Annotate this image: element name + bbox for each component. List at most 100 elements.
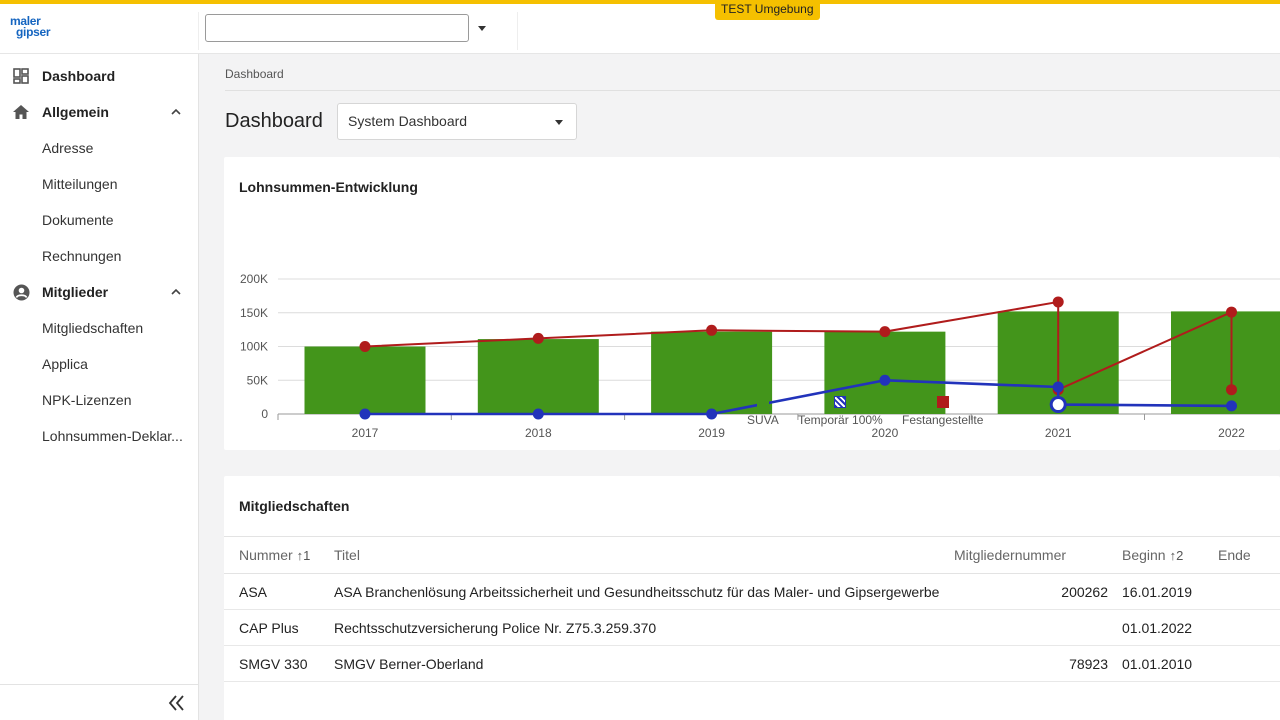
header-divider (198, 12, 199, 50)
sidebar-item-npk-lizenzen[interactable]: NPK-Lizenzen (0, 382, 199, 418)
legend-item-festangestellte[interactable]: Festangestellte (902, 396, 983, 427)
cell-nummer: ASA (224, 573, 334, 610)
table-row[interactable]: CAP Plus Rechtsschutzversicherung Police… (224, 609, 1280, 646)
sidebar-item-rechnungen[interactable]: Rechnungen (0, 238, 199, 274)
sidebar-item-label: Mitteilungen (42, 176, 118, 192)
sidebar-item-label: Lohnsummen-Deklar... (42, 428, 183, 444)
point-temporaer-highlight (1049, 396, 1067, 414)
context-select[interactable] (205, 14, 469, 42)
sidebar-item-mitglieder[interactable]: Mitglieder (0, 274, 199, 310)
header-divider (517, 12, 518, 50)
y-tick-label: 200K (240, 272, 268, 286)
bar-suva-2019 (651, 331, 773, 414)
sidebar-item-mitgliedschaften[interactable]: Mitgliedschaften (0, 310, 199, 346)
sidebar-item-label: Dokumente (42, 212, 114, 228)
sidebar-item-allgemein[interactable]: Allgemein (0, 94, 199, 130)
chevron-up-icon[interactable] (170, 286, 182, 298)
column-header-mitgliedernummer[interactable]: Mitgliedernummer (954, 536, 1122, 574)
cell-ende (1218, 645, 1280, 682)
cell-beginn: 01.01.2010 (1122, 645, 1218, 682)
point-festangestellte-2020 (879, 326, 891, 338)
dashboard-select[interactable]: System Dashboard (337, 103, 577, 140)
lohnsummen-chart: 0 50K 100K 150K 200K 2017 2018 2019 2020 2021 2022 (240, 272, 1280, 440)
point-temporaer-2022 (1226, 400, 1237, 412)
column-header-beginn[interactable]: Beginn ↑2 (1122, 536, 1218, 574)
sidebar-item-label: Mitgliedschaften (42, 320, 144, 336)
sidebar-item-lohnsummen-deklaration[interactable]: Lohnsummen-Deklar... (0, 418, 199, 454)
sidebar-item-label: Allgemein (42, 104, 109, 120)
sidebar-item-dokumente[interactable]: Dokumente (0, 202, 199, 238)
bar-suva-2018 (477, 339, 599, 414)
memberships-title: Mitgliedschaften (239, 498, 350, 514)
point-temporaer-2021 (1052, 381, 1064, 393)
account-circle-icon (12, 283, 30, 301)
column-header-nummer[interactable]: Nummer ↑1 (224, 536, 334, 574)
table-header-row: Nummer ↑1 Titel Mitgliedernummer Beginn ↑2… (224, 536, 1280, 574)
column-header-titel[interactable]: Titel (334, 536, 954, 574)
chevron-up-icon[interactable] (170, 106, 182, 118)
table-row[interactable]: ASA ASA Branchenlösung Arbeitssicherheit… (224, 573, 1280, 610)
sidebar-item-adresse[interactable]: Adresse (0, 130, 199, 166)
legend-swatch (936, 396, 949, 408)
sort-asc-icon: ↑2 (1169, 548, 1184, 563)
x-tick-label: 2022 (1218, 426, 1245, 440)
legend-swatch (756, 396, 769, 408)
point-festangestellte-2017 (359, 341, 371, 352)
sidebar-item-label: Applica (42, 356, 88, 372)
cell-ende (1218, 573, 1280, 610)
bar-suva-2022 (1171, 311, 1280, 414)
top-accent-bar (0, 0, 1280, 4)
cell-nummer: CAP Plus (224, 609, 334, 646)
y-tick-label: 150K (240, 306, 268, 320)
environment-badge: TEST Umgebung (715, 0, 820, 20)
sort-asc-icon: ↑1 (296, 548, 311, 563)
chart-card: Lohnsummen-Entwicklung 0 50K 100K 150K 200K 2… (224, 157, 1280, 450)
bar-suva-2017 (304, 346, 426, 414)
y-tick-label: 50K (247, 373, 268, 387)
logo-line1: maler (10, 14, 41, 28)
cell-beginn: 01.01.2022 (1122, 609, 1218, 646)
column-header-ende[interactable]: Ende (1218, 536, 1280, 574)
point-temporaer-2017 (359, 408, 371, 420)
sidebar-item-label: Rechnungen (42, 248, 122, 264)
page-title: Dashboard (225, 110, 323, 132)
legend-label: SUVA (747, 413, 779, 427)
memberships-table: Nummer ↑1 Titel Mitgliedernummer Beginn ↑2… (224, 536, 1280, 682)
table-row[interactable]: SMGV 330 SMGV Berner-Oberland 78923 01.0… (224, 645, 1280, 682)
legend-item-suva[interactable]: SUVA (747, 396, 779, 427)
x-tick-label: 2019 (698, 426, 725, 440)
sidebar-item-label: Dashboard (42, 68, 116, 84)
caret-down-icon (555, 120, 563, 125)
legend-item-temporaer[interactable]: Temporär 100% (798, 396, 883, 427)
cell-nummer: SMGV 330 (224, 645, 334, 682)
sidebar-item-mitteilungen[interactable]: Mitteilungen (0, 166, 199, 202)
point-festangestellte-2019 (706, 324, 718, 336)
x-tick-label: 2017 (352, 426, 379, 440)
line-festangestellte (364, 300, 1233, 391)
main-content: Dashboard Dashboard System Dashboard Loh… (199, 54, 1280, 720)
point-festangestellte-2018 (532, 332, 544, 344)
cell-titel: Rechtsschutzversicherung Police Nr. Z75.… (334, 609, 954, 646)
sidebar-item-label: Adresse (42, 140, 94, 156)
logo-line2: gipser (16, 25, 51, 39)
sidebar-item-dashboard[interactable]: Dashboard (0, 58, 199, 94)
sidebar-item-applica[interactable]: Applica (0, 346, 199, 382)
caret-down-icon[interactable] (478, 26, 486, 31)
point-temporaer-2018 (532, 408, 544, 420)
breadcrumb-divider (225, 90, 1280, 91)
legend-swatch (834, 396, 847, 408)
chart-legend: SUVA Temporär 100% Festangestellte (224, 396, 1280, 436)
legend-label: Temporär 100% (798, 413, 883, 427)
breadcrumb[interactable]: Dashboard (225, 67, 284, 81)
cell-titel: SMGV Berner-Oberland (334, 645, 954, 682)
maler-gipser-logo[interactable]: maler gipser (10, 14, 70, 50)
chart-title: Lohnsummen-Entwicklung (239, 179, 418, 195)
cell-beginn: 16.01.2019 (1122, 573, 1218, 610)
sidebar-item-label: NPK-Lizenzen (42, 392, 132, 408)
sidebar-item-label: Mitglieder (42, 284, 109, 300)
x-tick-label: 2020 (872, 426, 899, 440)
collapse-sidebar-icon[interactable] (166, 693, 188, 713)
dashboard-select-value: System Dashboard (348, 113, 468, 129)
cell-mitgliedernummer: 200262 (954, 573, 1122, 610)
point-temporaer-2019 (706, 408, 718, 420)
